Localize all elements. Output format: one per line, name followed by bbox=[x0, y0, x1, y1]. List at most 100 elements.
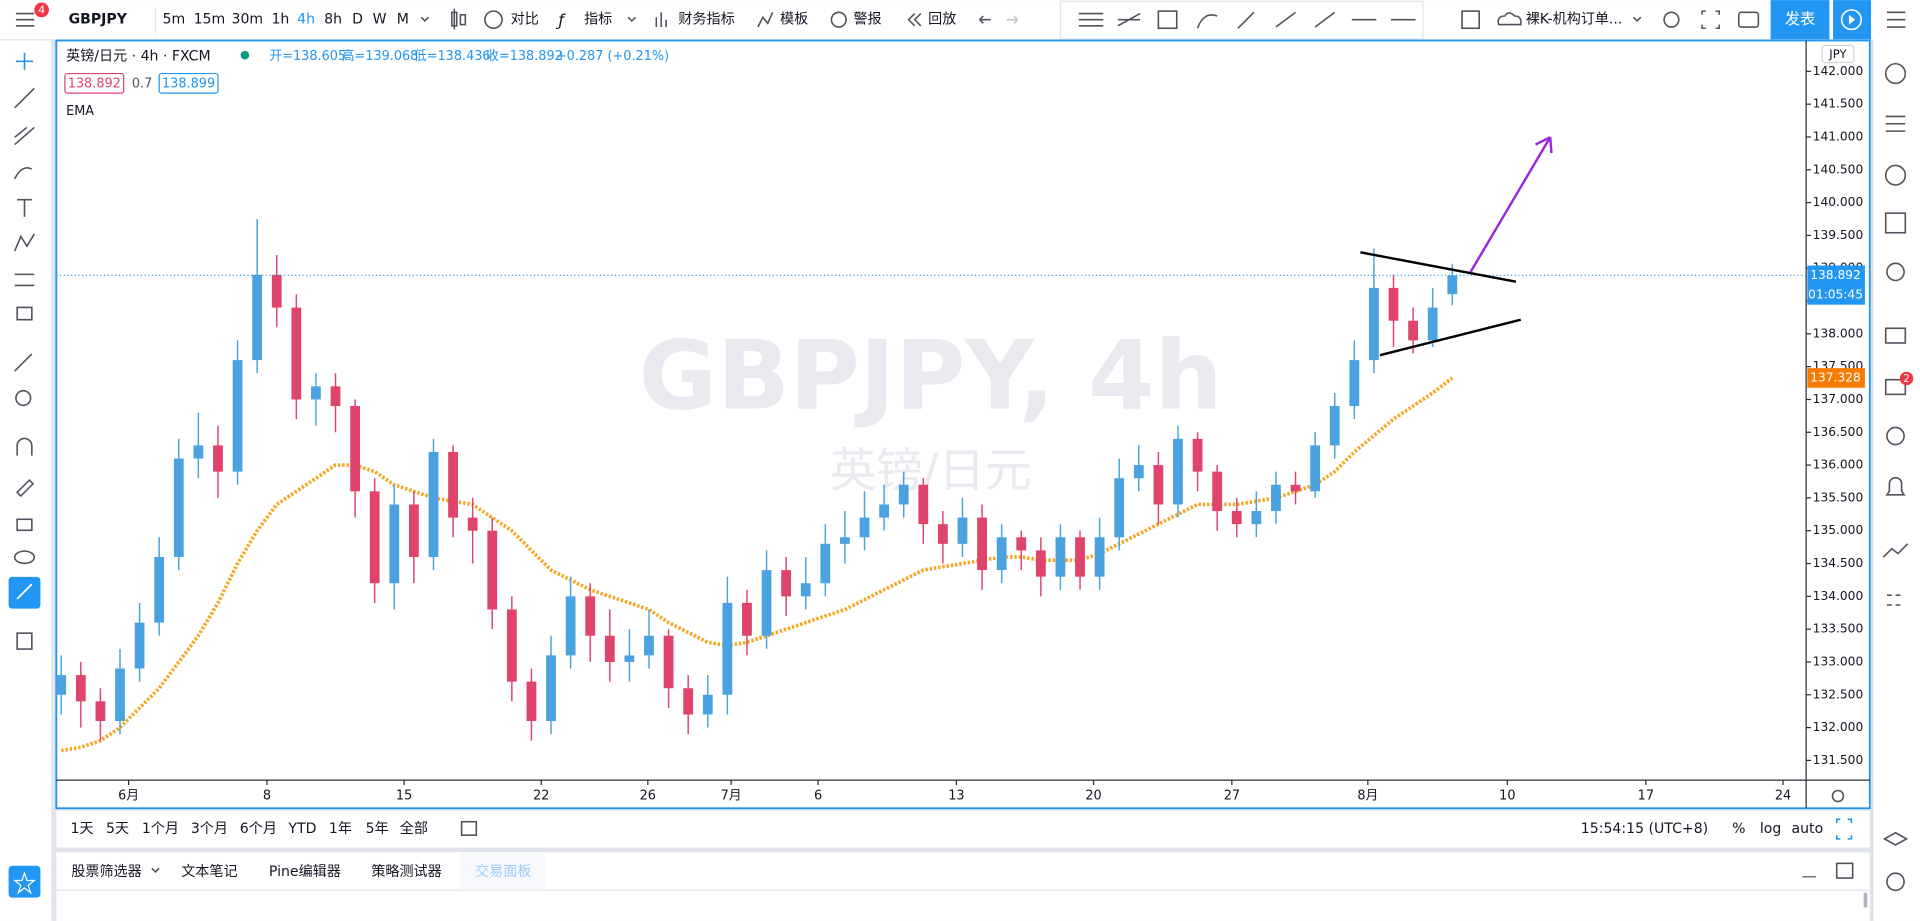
candle-body bbox=[781, 570, 792, 597]
scale-option[interactable]: % bbox=[1732, 821, 1745, 837]
ask-box[interactable] bbox=[158, 72, 219, 94]
candle-body bbox=[1369, 287, 1379, 361]
ema-legend[interactable]: EMA bbox=[66, 104, 94, 119]
left-tools[interactable] bbox=[13, 52, 36, 650]
range-button[interactable]: YTD bbox=[287, 821, 316, 837]
layout-grid[interactable] bbox=[1461, 10, 1480, 30]
snapshot[interactable] bbox=[1737, 11, 1760, 28]
legend-title: 英镑/日元 · 4h · FXCM bbox=[66, 47, 210, 64]
candle-body bbox=[291, 307, 302, 400]
range-button[interactable]: 1个月 bbox=[142, 821, 179, 837]
candle-body bbox=[1055, 537, 1066, 577]
ohlc-value: 收=138.892 bbox=[486, 49, 563, 64]
toolbar-button[interactable]: 模板 bbox=[780, 12, 808, 28]
bottom-tab[interactable]: Pine编辑器 bbox=[269, 864, 341, 880]
range-button[interactable]: 5年 bbox=[366, 821, 389, 837]
interval[interactable]: 15m bbox=[194, 12, 226, 28]
scroll-handle[interactable] bbox=[1863, 892, 1868, 908]
interval[interactable]: 1h bbox=[271, 12, 289, 28]
layout-name[interactable]: 裸K-机构订单... bbox=[1526, 12, 1623, 28]
interval[interactable]: M bbox=[397, 12, 409, 28]
legend-change: +0.287 (+0.21%) bbox=[556, 49, 669, 64]
range-button[interactable]: 全部 bbox=[400, 820, 428, 837]
interval[interactable]: 4h bbox=[297, 12, 315, 28]
interval[interactable]: D bbox=[352, 12, 363, 28]
y-tick-label: 140.000 bbox=[1813, 195, 1864, 209]
x-tick-label: 7月 bbox=[721, 789, 742, 804]
publish-button[interactable] bbox=[1770, 0, 1830, 40]
maximize[interactable] bbox=[1835, 862, 1854, 879]
candle-body bbox=[722, 602, 733, 695]
candle-body bbox=[389, 504, 400, 584]
ask[interactable]: 138.899 bbox=[162, 76, 215, 91]
watchlist-star[interactable] bbox=[8, 865, 41, 898]
auto-fit[interactable] bbox=[1835, 818, 1853, 840]
chart-type-button[interactable] bbox=[451, 8, 467, 30]
range-button[interactable]: 5天 bbox=[106, 821, 129, 837]
breakout-arrow[interactable] bbox=[1469, 136, 1553, 273]
interval[interactable]: 30m bbox=[232, 12, 264, 28]
interval[interactable]: W bbox=[373, 12, 387, 28]
symbol[interactable]: GBPJPY bbox=[69, 12, 128, 28]
cloud-icon[interactable] bbox=[1497, 12, 1522, 26]
candle-body bbox=[526, 681, 537, 722]
candle-body bbox=[918, 484, 929, 525]
layout-dropdown[interactable] bbox=[1632, 16, 1642, 23]
publish-label[interactable]: 发表 bbox=[1785, 10, 1816, 28]
candle-body bbox=[369, 491, 380, 584]
interval[interactable]: 5m bbox=[163, 12, 186, 28]
undo[interactable] bbox=[979, 15, 991, 24]
replay-icon[interactable] bbox=[907, 12, 922, 27]
bottom-tab[interactable]: 文本笔记 bbox=[181, 864, 237, 880]
candle-body bbox=[1094, 537, 1105, 577]
scale-option[interactable]: log bbox=[1760, 821, 1781, 837]
range-button[interactable]: 1年 bbox=[329, 821, 352, 837]
x-tick-label: 8 bbox=[263, 789, 271, 804]
range-button[interactable]: 3个月 bbox=[191, 821, 228, 837]
bottom-tab[interactable]: 策略测试器 bbox=[371, 863, 441, 880]
last-price-box bbox=[1807, 265, 1865, 305]
toolbar-button[interactable]: 指标 bbox=[584, 12, 612, 28]
candle-body bbox=[1192, 438, 1203, 472]
right-tools[interactable] bbox=[1882, 11, 1909, 892]
x-tick-label: 6月 bbox=[118, 789, 139, 804]
menu-button[interactable] bbox=[15, 12, 35, 27]
toolbar-button[interactable]: 财务指标 bbox=[678, 12, 734, 28]
triangle-lower[interactable] bbox=[1379, 318, 1522, 357]
scale-option[interactable]: auto bbox=[1792, 821, 1824, 837]
screener-dropdown[interactable] bbox=[151, 867, 160, 874]
x-tick-label: 13 bbox=[948, 789, 964, 804]
toolbar-button[interactable]: 警报 bbox=[853, 12, 881, 28]
template-icon[interactable] bbox=[757, 12, 774, 28]
settings[interactable] bbox=[1663, 11, 1680, 28]
interval-dropdown[interactable] bbox=[420, 16, 430, 23]
bid[interactable]: 138.892 bbox=[68, 76, 121, 91]
indicator-dropdown[interactable] bbox=[627, 16, 637, 23]
bid-box[interactable] bbox=[64, 72, 125, 94]
range-button[interactable]: 1天 bbox=[71, 821, 94, 837]
candle-body bbox=[683, 688, 694, 715]
fullscreen[interactable] bbox=[1701, 10, 1720, 30]
financials-icon[interactable] bbox=[655, 12, 667, 28]
candle-body bbox=[644, 635, 654, 656]
interval[interactable]: 8h bbox=[324, 12, 342, 28]
y-tick-label: 142.000 bbox=[1813, 64, 1864, 78]
drawing-tools[interactable] bbox=[1078, 10, 1416, 30]
currency-box[interactable] bbox=[1821, 44, 1855, 64]
range-button[interactable]: 6个月 bbox=[240, 821, 277, 837]
compare-icon[interactable] bbox=[484, 10, 503, 30]
axis-settings[interactable] bbox=[1831, 789, 1845, 803]
triangle-upper[interactable] bbox=[1360, 251, 1517, 283]
candle-body bbox=[800, 583, 811, 597]
clock[interactable]: 15:54:15 (UTC+8) bbox=[1581, 821, 1708, 837]
candle-body bbox=[1251, 511, 1262, 525]
toolbar-button[interactable]: 对比 bbox=[511, 12, 539, 28]
redo[interactable] bbox=[1006, 15, 1019, 24]
bottom-tab[interactable]: 股票筛选器 bbox=[71, 864, 141, 880]
alert-icon[interactable] bbox=[830, 11, 847, 28]
indicator-icon[interactable]: ƒ bbox=[555, 10, 566, 29]
active-tab-bg[interactable] bbox=[460, 853, 547, 891]
toolbar-button[interactable]: 回放 bbox=[928, 12, 956, 28]
currency[interactable]: JPY bbox=[1828, 47, 1847, 61]
goto-date[interactable] bbox=[460, 820, 478, 836]
